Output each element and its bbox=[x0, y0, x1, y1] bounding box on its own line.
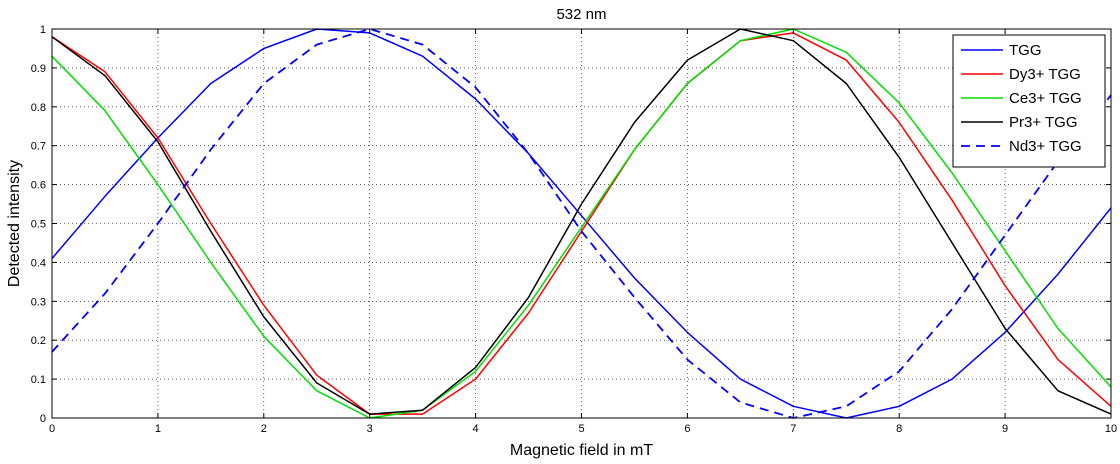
y-tick-label: 0.7 bbox=[31, 141, 46, 153]
x-tick-label: 0 bbox=[49, 423, 55, 435]
legend-label-dy3-tgg: Dy3+ TGG bbox=[1009, 66, 1081, 83]
y-tick-label: 0.1 bbox=[31, 374, 46, 386]
y-axis-label: Detected intensity bbox=[6, 160, 23, 287]
y-tick-label: 0.8 bbox=[31, 102, 46, 114]
series-layer bbox=[51, 28, 1112, 419]
y-tick-label: 1 bbox=[40, 24, 46, 36]
y-tick-label: 0.6 bbox=[31, 180, 46, 192]
y-tick-label: 0.3 bbox=[31, 296, 46, 308]
series-line-ce3-tgg bbox=[51, 28, 1112, 419]
y-tick-label: 0.2 bbox=[31, 335, 46, 347]
x-tick-label: 5 bbox=[578, 423, 584, 435]
grid bbox=[52, 29, 1111, 418]
legend-label-ce3-tgg: Ce3+ TGG bbox=[1009, 90, 1082, 107]
x-tick-label: 3 bbox=[367, 423, 373, 435]
x-tick-label: 9 bbox=[1002, 423, 1008, 435]
x-tick-label: 10 bbox=[1105, 423, 1117, 435]
series-line-tgg bbox=[51, 28, 1112, 419]
legend-label-nd3-tgg: Nd3+ TGG bbox=[1009, 138, 1082, 155]
y-tick-label: 0.4 bbox=[31, 257, 46, 269]
legend: TGG Dy3+ TGG Ce3+ TGG Pr3+ TGG Nd3+ TGG bbox=[952, 34, 1106, 168]
x-tick-label: 2 bbox=[261, 423, 267, 435]
x-tick-label: 8 bbox=[896, 423, 902, 435]
series-line-nd3-tgg bbox=[51, 28, 1112, 419]
ticks: 0 1 2 3 4 5 6 7 8 9 10 0 0.1 0.2 0.3 0.4 0.5 0.6 0.7 0.8 0.9… bbox=[31, 24, 1117, 435]
x-tick-label: 7 bbox=[790, 423, 796, 435]
y-tick-label: 0.5 bbox=[31, 219, 46, 231]
chart-title: 532 nm bbox=[556, 6, 606, 23]
y-tick-label: 0.9 bbox=[31, 63, 46, 75]
x-tick-label: 1 bbox=[155, 423, 161, 435]
series-line-pr3-tgg bbox=[51, 28, 1112, 415]
legend-box bbox=[952, 34, 1106, 168]
legend-label-tgg: TGG bbox=[1009, 42, 1042, 59]
x-tick-label: 6 bbox=[684, 423, 690, 435]
legend-label-pr3-tgg: Pr3+ TGG bbox=[1009, 114, 1078, 131]
y-tick-label: 0 bbox=[40, 413, 46, 425]
x-axis-label: Magnetic field in mT bbox=[510, 442, 653, 459]
x-tick-label: 4 bbox=[473, 423, 479, 435]
